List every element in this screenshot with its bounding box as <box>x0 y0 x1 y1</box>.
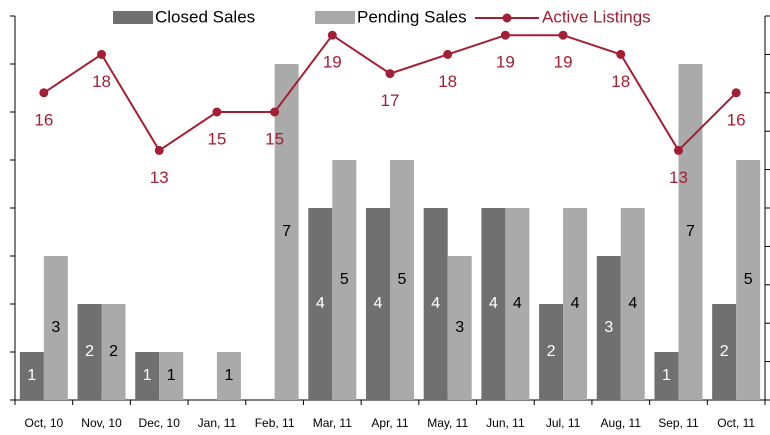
bar-label: 4 <box>374 295 383 312</box>
bar <box>77 304 102 400</box>
bar-label: 4 <box>513 295 522 312</box>
bar-label: 4 <box>316 295 325 312</box>
x-tick-label: Mar, 11 <box>313 416 352 430</box>
bar-label: 1 <box>27 367 36 384</box>
x-tick-label: Oct, 10 <box>25 416 64 430</box>
bar-label: 5 <box>398 271 407 288</box>
x-tick-label: Nov, 10 <box>81 416 122 430</box>
line-label: 16 <box>727 110 746 129</box>
bar <box>19 352 44 400</box>
x-tick-label: Jun, 11 <box>486 416 525 430</box>
x-tick-label: Jan, 11 <box>198 416 237 430</box>
line-point <box>39 88 49 98</box>
line-label: 13 <box>669 168 688 187</box>
line-point <box>731 88 741 98</box>
bar-label: 7 <box>282 223 291 240</box>
line-point <box>500 30 510 40</box>
bar <box>423 208 448 400</box>
line-point <box>616 49 626 59</box>
x-tick-label: Feb, 11 <box>255 416 295 430</box>
line-point <box>212 107 222 117</box>
bar-label: 2 <box>85 343 94 360</box>
legend-swatch <box>315 11 355 24</box>
line-point <box>385 69 395 79</box>
bar-label: 2 <box>109 343 118 360</box>
line-point <box>558 30 568 40</box>
x-tick-label: Aug, 11 <box>601 416 642 430</box>
legend-label: Active Listings <box>542 7 651 26</box>
line-label: 13 <box>150 168 169 187</box>
bar <box>505 208 530 400</box>
bar-label: 3 <box>51 319 60 336</box>
line-point <box>97 49 107 59</box>
bar-label: 4 <box>628 295 637 312</box>
x-tick-label: Apr, 11 <box>371 416 408 430</box>
bar <box>216 352 241 400</box>
bar-label: 3 <box>455 319 464 336</box>
x-tick-label: Oct, 11 <box>717 416 755 430</box>
bar-label: 2 <box>547 343 556 360</box>
bar-label: 1 <box>662 367 671 384</box>
bar-label: 5 <box>744 271 753 288</box>
bar-label: 4 <box>431 295 440 312</box>
line-label: 18 <box>611 72 630 91</box>
line-label: 19 <box>554 53 573 72</box>
x-tick-label: May, 11 <box>427 416 468 430</box>
bar <box>563 208 588 400</box>
line-label: 18 <box>92 72 111 91</box>
line-label: 18 <box>438 72 457 91</box>
line-label: 19 <box>323 53 342 72</box>
line-point <box>270 107 280 117</box>
bar <box>390 160 414 400</box>
bar-label: 1 <box>167 367 176 384</box>
bar-label: 1 <box>143 367 152 384</box>
bar <box>332 160 357 400</box>
bar-label: 1 <box>224 367 233 384</box>
bar <box>678 64 703 400</box>
legend-swatch <box>113 11 153 24</box>
line-point <box>443 49 453 59</box>
bar <box>135 352 160 400</box>
x-tick-label: Jul, 11 <box>546 416 581 430</box>
line-label: 15 <box>265 129 284 148</box>
bar <box>654 352 679 400</box>
bar <box>159 352 184 400</box>
bar-label: 7 <box>686 223 695 240</box>
line-label: 16 <box>34 110 53 129</box>
bar <box>620 208 645 400</box>
bar <box>366 208 390 400</box>
legend-label: Pending Sales <box>357 7 467 26</box>
legend-marker <box>502 13 512 23</box>
bar <box>712 304 737 400</box>
legend-label: Closed Sales <box>155 7 255 26</box>
bar <box>736 160 761 400</box>
line-point <box>673 145 683 155</box>
line-point <box>327 30 337 40</box>
x-tick-label: Sep, 11 <box>658 416 699 430</box>
line-label: 19 <box>496 53 515 72</box>
bar-label: 5 <box>340 271 349 288</box>
line-label: 15 <box>207 129 226 148</box>
bar <box>43 256 68 400</box>
bar-label: 4 <box>571 295 580 312</box>
bar <box>539 304 564 400</box>
bar <box>596 256 621 400</box>
bar-label: 2 <box>720 343 729 360</box>
bar <box>274 64 299 400</box>
bar-label: 3 <box>604 319 613 336</box>
x-tick-label: Dec, 10 <box>139 416 181 430</box>
line-label: 17 <box>381 91 400 110</box>
bar <box>481 208 506 400</box>
bar <box>308 208 333 400</box>
bar <box>447 256 472 400</box>
bar <box>101 304 126 400</box>
line-point <box>154 145 164 155</box>
bar-label: 4 <box>489 295 498 312</box>
